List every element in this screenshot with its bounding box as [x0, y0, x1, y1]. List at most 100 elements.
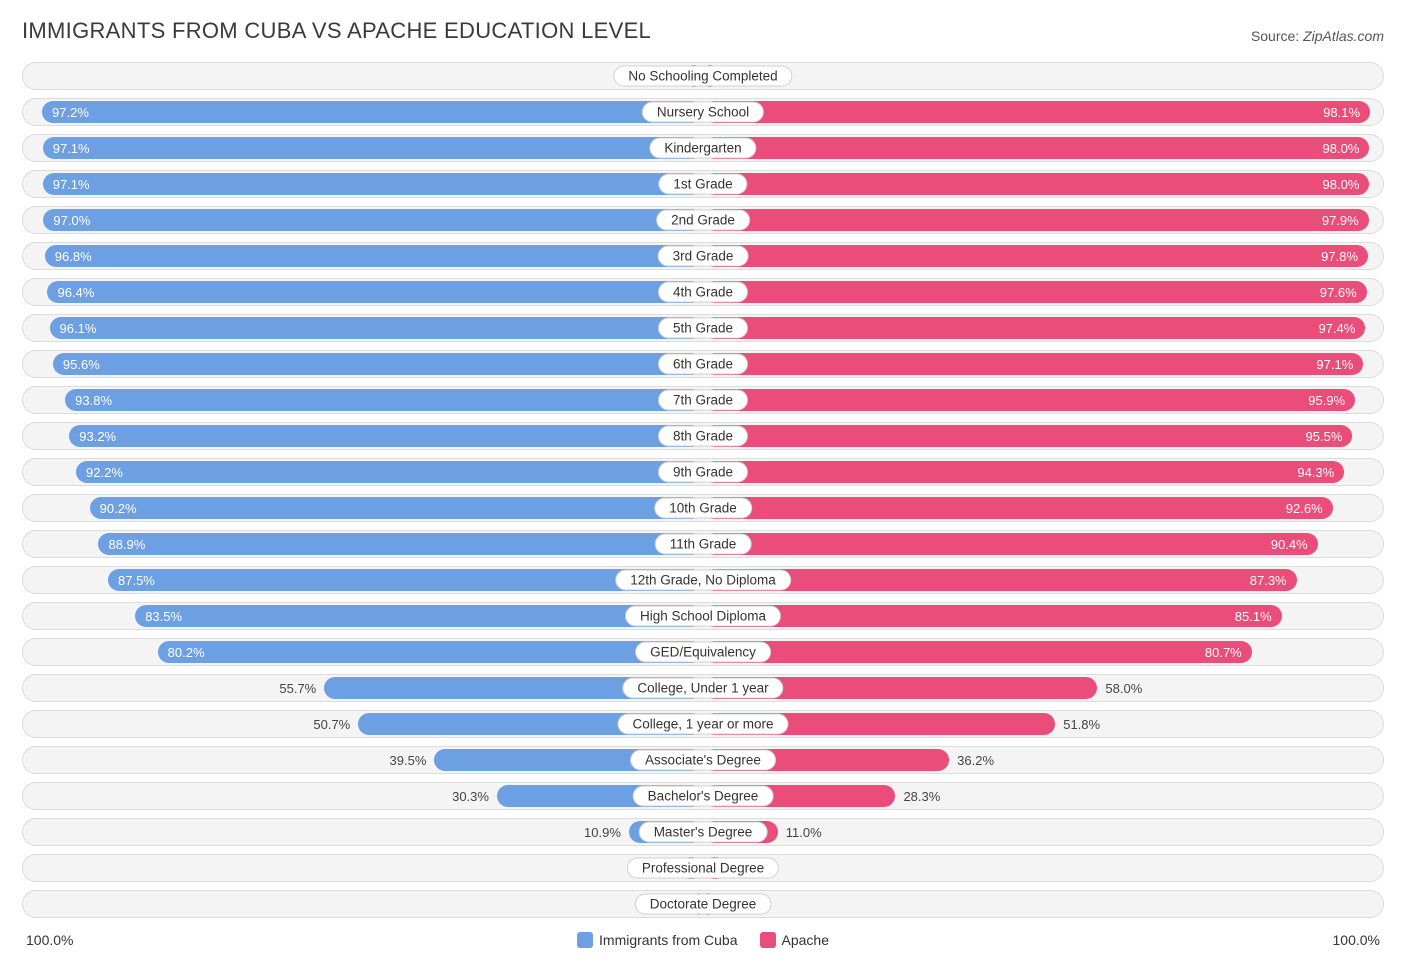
category-label: College, 1 year or more	[617, 714, 788, 735]
bar-value-left: 10.9%	[576, 819, 629, 845]
bar-value-right: 90.4%	[1261, 537, 1318, 552]
bar-value-left: 93.2%	[69, 429, 126, 444]
chart-row: 88.9% 90.4% 11th Grade	[22, 530, 1384, 558]
diverging-bar-chart: 2.8%2.1%No Schooling Completed97.2%98.1%…	[22, 62, 1384, 918]
bar-left: 83.5%	[135, 605, 703, 627]
bar-right: 92.6%	[703, 497, 1333, 519]
bar-value-left: 39.5%	[382, 747, 435, 773]
bar-value-left: 90.2%	[90, 501, 147, 516]
bar-right: 85.1%	[703, 605, 1282, 627]
bar-value-left: 50.7%	[305, 711, 358, 737]
bar-value-left: 96.4%	[47, 285, 104, 300]
bar-value-right: 36.2%	[949, 747, 1002, 773]
bar-value-left: 87.5%	[108, 573, 165, 588]
category-label: Doctorate Degree	[635, 894, 772, 915]
bar-value-left: 55.7%	[271, 675, 324, 701]
chart-row: 96.1% 97.4% 5th Grade	[22, 314, 1384, 342]
chart-row: 97.1%98.0%1st Grade	[22, 170, 1384, 198]
category-label: Professional Degree	[627, 858, 779, 879]
category-label: Kindergarten	[649, 138, 756, 159]
chart-row: 30.3%28.3%Bachelor's Degree	[22, 782, 1384, 810]
bar-right: 94.3%	[703, 461, 1344, 483]
category-label: 5th Grade	[658, 318, 748, 339]
bar-value-right: 28.3%	[895, 783, 948, 809]
bar-right: 98.0%	[703, 137, 1369, 159]
bar-left: 96.1%	[50, 317, 703, 339]
bar-right: 98.0%	[703, 173, 1369, 195]
chart-row: 80.2%80.7%GED/Equivalency	[22, 638, 1384, 666]
bar-left: 93.8%	[65, 389, 703, 411]
bar-value-right: 11.0%	[778, 819, 830, 845]
bar-value-left: 92.2%	[76, 465, 133, 480]
source-name: ZipAtlas.com	[1303, 28, 1384, 44]
chart-row: 55.7%58.0%College, Under 1 year	[22, 674, 1384, 702]
bar-right: 87.3%	[703, 569, 1297, 591]
category-label: 11th Grade	[655, 534, 752, 555]
chart-row: 92.2% 94.3% 9th Grade	[22, 458, 1384, 486]
bar-value-left: 97.2%	[42, 105, 99, 120]
bar-left: 95.6%	[53, 353, 703, 375]
bar-value-right: 97.4%	[1308, 321, 1365, 336]
chart-row: 97.0% 97.9%2nd Grade	[22, 206, 1384, 234]
bar-right: 90.4%	[703, 533, 1318, 555]
legend-label-right: Apache	[782, 932, 829, 948]
chart-row: 83.5% 85.1%High School Diploma	[22, 602, 1384, 630]
category-label: 8th Grade	[658, 426, 748, 447]
chart-row: 93.2% 95.5% 8th Grade	[22, 422, 1384, 450]
bar-value-right: 97.6%	[1310, 285, 1367, 300]
bar-value-right: 58.0%	[1097, 675, 1150, 701]
category-label: No Schooling Completed	[613, 66, 792, 87]
bar-left: 80.2%	[158, 641, 703, 663]
category-label: Master's Degree	[639, 822, 768, 843]
bar-value-right: 95.9%	[1298, 393, 1355, 408]
chart-legend: Immigrants from Cuba Apache	[577, 932, 829, 948]
bar-value-left: 83.5%	[135, 609, 192, 624]
bar-right: 97.8%	[703, 245, 1368, 267]
bar-value-right: 98.0%	[1313, 141, 1370, 156]
chart-row: 95.6%97.1%6th Grade	[22, 350, 1384, 378]
bar-left: 93.2%	[69, 425, 703, 447]
bar-value-left: 93.8%	[65, 393, 122, 408]
chart-row: 96.8%97.8%3rd Grade	[22, 242, 1384, 270]
bar-right: 98.1%	[703, 101, 1370, 123]
legend-item-right: Apache	[760, 932, 829, 948]
bar-value-right: 95.5%	[1296, 429, 1353, 444]
category-label: 9th Grade	[658, 462, 748, 483]
chart-row: 90.2% 92.6%10th Grade	[22, 494, 1384, 522]
category-label: Nursery School	[642, 102, 764, 123]
bar-value-left: 96.1%	[50, 321, 107, 336]
legend-label-left: Immigrants from Cuba	[599, 932, 737, 948]
bar-right: 97.9%	[703, 209, 1369, 231]
bar-left: 96.8%	[45, 245, 703, 267]
bar-left: 96.4%	[47, 281, 703, 303]
bar-value-right: 97.1%	[1306, 357, 1363, 372]
chart-row: 10.9% 11.0% Master's Degree	[22, 818, 1384, 846]
bar-value-right: 94.3%	[1287, 465, 1344, 480]
bar-left: 97.0%	[43, 209, 703, 231]
chart-source: Source: ZipAtlas.com	[1251, 28, 1384, 44]
bar-left: 88.9%	[98, 533, 703, 555]
bar-left: 92.2%	[76, 461, 703, 483]
bar-value-left: 80.2%	[158, 645, 215, 660]
bar-value-left: 88.9%	[98, 537, 155, 552]
bar-right: 97.1%	[703, 353, 1363, 375]
chart-row: 97.2% 98.1%Nursery School	[22, 98, 1384, 126]
bar-left: 97.1%	[43, 137, 703, 159]
bar-left: 90.2%	[90, 497, 703, 519]
axis-left-max: 100.0%	[26, 932, 73, 948]
chart-row: 39.5%36.2%Associate's Degree	[22, 746, 1384, 774]
bar-left: 97.1%	[43, 173, 703, 195]
chart-row: 87.5%87.3%12th Grade, No Diploma	[22, 566, 1384, 594]
axis-right-max: 100.0%	[1333, 932, 1380, 948]
category-label: 10th Grade	[654, 498, 752, 519]
chart-row: 96.4%97.6%4th Grade	[22, 278, 1384, 306]
bar-value-right: 87.3%	[1240, 573, 1297, 588]
bar-right: 80.7%	[703, 641, 1252, 663]
bar-left: 97.2%	[42, 101, 703, 123]
category-label: 2nd Grade	[656, 210, 750, 231]
bar-right: 95.5%	[703, 425, 1352, 447]
bar-value-right: 97.8%	[1311, 249, 1368, 264]
category-label: High School Diploma	[625, 606, 781, 627]
bar-value-left: 30.3%	[444, 783, 497, 809]
bar-value-left: 97.0%	[43, 213, 100, 228]
